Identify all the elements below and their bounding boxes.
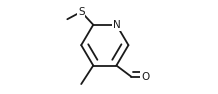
Text: N: N: [112, 20, 120, 30]
Text: S: S: [78, 7, 85, 17]
Text: O: O: [141, 72, 149, 82]
